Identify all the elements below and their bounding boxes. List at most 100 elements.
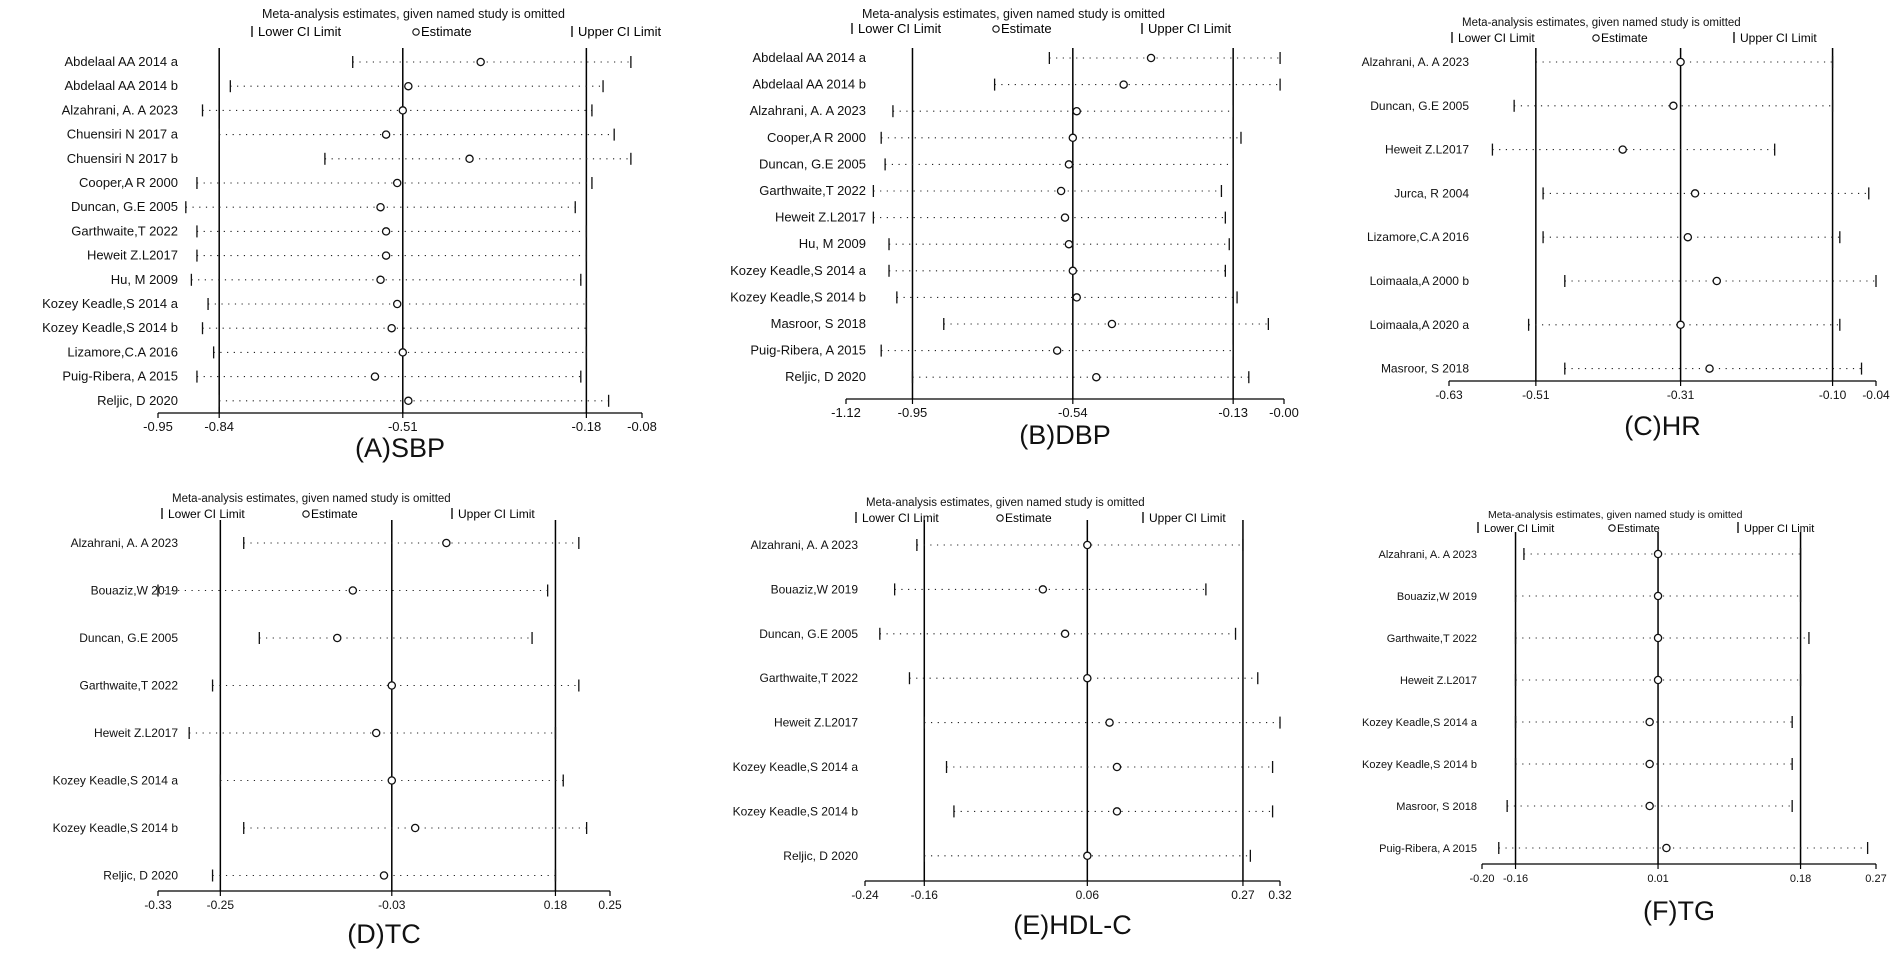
study-label: Jurca, R 2004 <box>1394 186 1469 200</box>
estimate-marker <box>1645 801 1654 811</box>
study-row: Alzahrani, A. A 2023 <box>750 103 1234 118</box>
study-label: Alzahrani, A. A 2023 <box>750 103 866 118</box>
panel-header: Meta-analysis estimates, given named stu… <box>172 493 451 505</box>
legend-upper-label: Upper CI Limit <box>1148 21 1231 36</box>
study-row: Puig-Ribera, A 2015 <box>1379 842 1869 855</box>
x-tick-label: -0.20 <box>1469 873 1494 885</box>
legend-estimate-marker <box>412 28 420 36</box>
panel-header: Meta-analysis estimates, given named stu… <box>1488 509 1743 521</box>
study-label: Puig-Ribera, A 2015 <box>62 369 178 384</box>
study-label: Bouaziz,W 2019 <box>91 584 179 598</box>
study-row: Duncan, G.E 2005 <box>1370 99 1834 113</box>
estimate-marker <box>1083 540 1092 550</box>
study-row: Heweit Z.L2017 <box>775 210 1226 225</box>
x-tick-label: 0.25 <box>598 898 622 912</box>
x-tick-label: 0.01 <box>1647 873 1668 885</box>
estimate-marker <box>381 227 391 236</box>
estimate-marker <box>1645 717 1654 727</box>
study-row: Garthwaite,T 2022 <box>71 223 588 238</box>
estimate-marker <box>398 106 408 115</box>
estimate-marker <box>1690 189 1700 198</box>
x-tick-label: -0.16 <box>1503 873 1528 885</box>
study-label: Kozey Keadle,S 2014 a <box>733 760 859 774</box>
panel-label: (A)SBP <box>355 433 445 463</box>
study-label: Kozey Keadle,S 2014 b <box>730 289 866 304</box>
estimate-marker <box>371 728 381 738</box>
study-label: Masroor, S 2018 <box>771 316 866 331</box>
study-row: Lizamore,C.A 2016 <box>1367 230 1841 244</box>
study-row: Reljic, D 2020 <box>103 869 557 883</box>
study-label: Heweit Z.L2017 <box>1385 143 1469 157</box>
study-label: Garthwaite,T 2022 <box>1387 633 1477 645</box>
study-label: Lizamore,C.A 2016 <box>1367 230 1469 244</box>
study-row: Kozey Keadle,S 2014 a <box>1362 716 1793 729</box>
study-row: Alzahrani, A. A 2023 <box>1379 548 1802 561</box>
panel-legend: Lower CI Limit Estimate Upper CI Limit <box>851 21 1231 36</box>
study-row: Kozey Keadle,S 2014 a <box>730 263 1226 278</box>
study-label: Duncan, G.E 2005 <box>79 631 178 645</box>
legend-estimate-marker <box>1592 34 1600 42</box>
panel-label: (C)HR <box>1624 411 1700 441</box>
legend-lower-label: Lower CI Limit <box>168 507 245 521</box>
estimate-marker <box>1653 633 1663 643</box>
x-tick-label: -0.13 <box>1218 405 1248 420</box>
estimate-marker <box>1653 549 1663 559</box>
estimate-marker <box>1653 675 1663 685</box>
estimate-marker <box>404 396 413 406</box>
study-label: Duncan, G.E 2005 <box>759 627 858 641</box>
x-tick-label: 0.27 <box>1231 888 1255 902</box>
estimate-marker <box>1146 53 1156 63</box>
study-row: Puig-Ribera, A 2015 <box>62 369 582 384</box>
estimate-marker <box>379 871 389 880</box>
panel-legend: Lower CI Limit Estimate Upper CI Limit <box>855 511 1226 525</box>
study-row: Abdelaal AA 2014 b <box>753 77 1281 92</box>
x-tick-label: -0.10 <box>1819 388 1847 402</box>
study-row: Heweit Z.L2017 <box>774 716 1281 730</box>
study-label: Hu, M 2009 <box>799 236 866 251</box>
study-row: Abdelaal AA 2014 b <box>65 78 604 93</box>
study-row: Cooper,A R 2000 <box>767 130 1242 145</box>
study-row: Alzahrani, A. A 2023 <box>71 536 580 550</box>
estimate-marker <box>1060 213 1070 222</box>
study-row: Heweit Z.L2017 <box>1385 143 1776 157</box>
x-tick-label: -0.51 <box>1522 388 1550 402</box>
study-label: Heweit Z.L2017 <box>774 716 858 730</box>
x-tick-label: -0.33 <box>144 898 172 912</box>
estimate-marker <box>1052 346 1062 355</box>
estimate-marker <box>1068 133 1078 143</box>
study-label: Loimaala,A 2020 a <box>1370 318 1470 332</box>
x-tick-label: 0.32 <box>1268 888 1292 902</box>
estimate-marker <box>376 202 385 212</box>
x-tick-label: -0.24 <box>851 888 879 902</box>
panel-header: Meta-analysis estimates, given named stu… <box>262 7 565 21</box>
estimate-marker <box>1083 851 1092 861</box>
study-row: Hu, M 2009 <box>111 272 582 287</box>
panel-label: (F)TG <box>1643 896 1715 926</box>
estimate-marker <box>376 275 385 285</box>
estimate-marker <box>1712 276 1722 286</box>
legend-upper-label: Upper CI Limit <box>1744 523 1814 535</box>
legend-upper-label: Upper CI Limit <box>578 24 661 39</box>
legend-lower-label: Lower CI Limit <box>862 511 939 525</box>
estimate-marker <box>381 130 391 139</box>
study-row: Abdelaal AA 2014 a <box>753 50 1281 65</box>
panel-legend: Lower CI Limit Estimate Upper CI Limit <box>161 507 535 521</box>
study-label: Bouaziz,W 2019 <box>771 582 859 596</box>
legend-estimate-label: Estimate <box>311 507 358 521</box>
estimate-marker <box>1705 364 1714 373</box>
panel-legend: Lower CI Limit Estimate Upper CI Limit <box>251 24 661 39</box>
study-label: Heweit Z.L2017 <box>87 248 178 263</box>
legend-lower-label: Lower CI Limit <box>1484 523 1554 535</box>
estimate-marker <box>381 251 391 260</box>
study-row: Lizamore,C.A 2016 <box>67 344 588 359</box>
study-row: Garthwaite,T 2022 <box>759 183 1223 198</box>
estimate-marker <box>1683 232 1693 242</box>
study-label: Cooper,A R 2000 <box>79 175 178 190</box>
legend-upper-label: Upper CI Limit <box>458 507 535 521</box>
legend-lower-label: Lower CI Limit <box>1458 31 1535 45</box>
legend-estimate-label: Estimate <box>1001 21 1052 36</box>
estimate-marker <box>1056 186 1066 196</box>
estimate-marker <box>1072 293 1081 302</box>
study-label: Hu, M 2009 <box>111 272 178 287</box>
